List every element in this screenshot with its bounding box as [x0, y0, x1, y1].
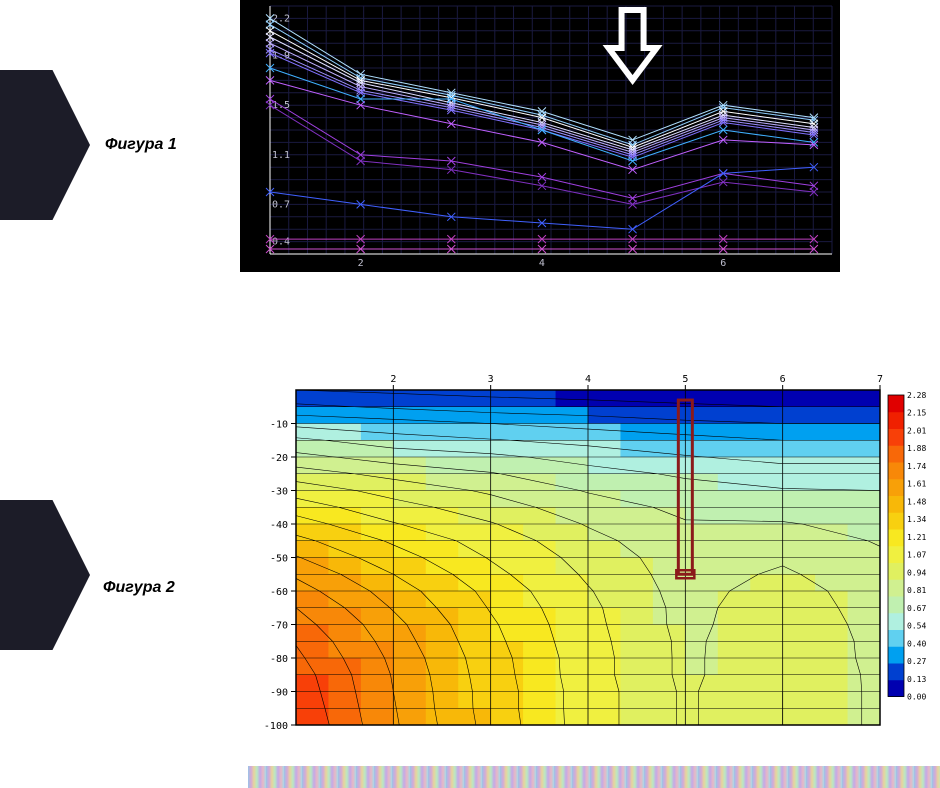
svg-text:0.40: 0.40	[907, 639, 926, 648]
svg-text:1.88: 1.88	[907, 444, 926, 453]
svg-text:2.2: 2.2	[272, 13, 290, 24]
svg-text:-70: -70	[270, 621, 288, 632]
arrow-down-icon	[609, 10, 657, 80]
svg-text:4: 4	[539, 258, 545, 269]
svg-text:1.1: 1.1	[272, 150, 290, 161]
svg-text:2.01: 2.01	[907, 426, 926, 435]
noise-strip	[248, 766, 940, 788]
svg-text:0.4: 0.4	[272, 237, 290, 248]
svg-text:6: 6	[720, 258, 726, 269]
svg-text:0.00: 0.00	[907, 693, 926, 702]
svg-text:0.7: 0.7	[272, 199, 290, 210]
svg-text:1.34: 1.34	[907, 515, 926, 524]
chart-1-line: 0.40.71.11.51.92.2246	[240, 0, 840, 272]
svg-text:-20: -20	[270, 453, 288, 464]
svg-text:1.48: 1.48	[907, 497, 926, 506]
chart-2-contour: 2 3 4 5 6 7 -10 -20 -30 -40 -50 -60 -70 -80 -90 -100 2.…	[248, 370, 940, 735]
svg-text:-30: -30	[270, 487, 288, 498]
svg-text:2: 2	[358, 258, 364, 269]
svg-text:2.15: 2.15	[907, 409, 926, 418]
figure-1-label: Фигура 1	[105, 136, 177, 154]
figure-2-label: Фигура 2	[103, 579, 175, 597]
svg-text:0.67: 0.67	[907, 604, 926, 613]
svg-text:-60: -60	[270, 587, 288, 598]
svg-text:7: 7	[877, 374, 883, 385]
svg-text:5: 5	[682, 374, 688, 385]
svg-text:-80: -80	[270, 654, 288, 665]
svg-text:3: 3	[488, 374, 494, 385]
svg-text:-100: -100	[264, 721, 288, 732]
svg-text:1.61: 1.61	[907, 480, 926, 489]
svg-text:0.27: 0.27	[907, 657, 926, 666]
svg-text:0.81: 0.81	[907, 586, 926, 595]
svg-text:-10: -10	[270, 420, 288, 431]
svg-text:1.74: 1.74	[907, 462, 926, 471]
svg-text:2.28: 2.28	[907, 391, 926, 400]
svg-text:0.54: 0.54	[907, 622, 926, 631]
svg-text:4: 4	[585, 374, 591, 385]
svg-text:0.13: 0.13	[907, 675, 926, 684]
svg-text:6: 6	[780, 374, 786, 385]
svg-text:1.07: 1.07	[907, 551, 926, 560]
svg-text:2: 2	[390, 374, 396, 385]
pentagon-marker-2	[0, 500, 90, 650]
svg-text:-90: -90	[270, 688, 288, 699]
svg-text:1.9: 1.9	[272, 51, 290, 62]
svg-text:-50: -50	[270, 554, 288, 565]
pentagon-marker-1	[0, 70, 90, 220]
svg-text:-40: -40	[270, 520, 288, 531]
svg-text:0.94: 0.94	[907, 568, 926, 577]
svg-text:1.21: 1.21	[907, 533, 926, 542]
